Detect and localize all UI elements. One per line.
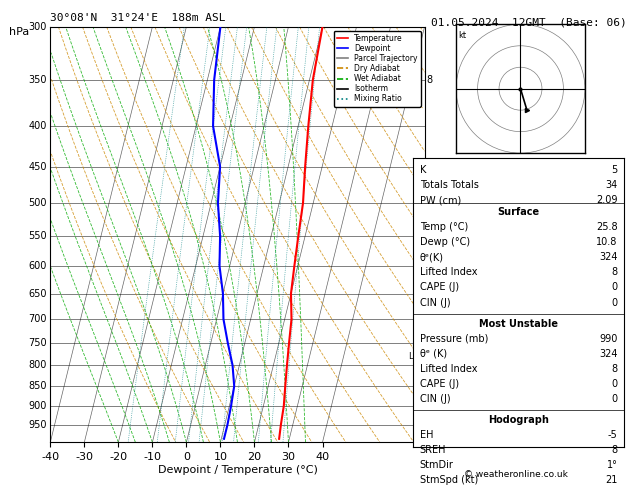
Text: 900: 900: [28, 401, 47, 411]
Text: SREH: SREH: [420, 445, 446, 455]
Text: 01.05.2024  12GMT  (Base: 06): 01.05.2024 12GMT (Base: 06): [431, 17, 626, 27]
Text: 25.8: 25.8: [596, 222, 618, 232]
Text: CIN (J): CIN (J): [420, 297, 450, 308]
Text: 324: 324: [599, 252, 618, 262]
Text: 0: 0: [611, 282, 618, 293]
Text: 10: 10: [229, 449, 238, 454]
Text: StmSpd (kt): StmSpd (kt): [420, 475, 478, 485]
Legend: Temperature, Dewpoint, Parcel Trajectory, Dry Adiabat, Wet Adiabat, Isotherm, Mi: Temperature, Dewpoint, Parcel Trajectory…: [333, 31, 421, 106]
Text: -5: -5: [608, 430, 618, 440]
Text: 2: 2: [155, 449, 159, 454]
Text: CIN (J): CIN (J): [420, 394, 450, 404]
Text: K: K: [420, 165, 426, 175]
Text: 0: 0: [611, 297, 618, 308]
Text: 400: 400: [28, 121, 47, 131]
Text: 800: 800: [28, 360, 47, 370]
Text: 6: 6: [426, 231, 433, 241]
Text: 0: 0: [611, 379, 618, 389]
Text: CAPE (J): CAPE (J): [420, 282, 459, 293]
Text: 450: 450: [28, 162, 47, 172]
Text: 8: 8: [220, 449, 225, 454]
Text: Pressure (mb): Pressure (mb): [420, 333, 488, 344]
Text: 16: 16: [254, 449, 263, 454]
Text: 1°: 1°: [607, 460, 618, 470]
Text: 500: 500: [28, 198, 47, 208]
Text: 1: 1: [426, 419, 433, 430]
Text: 2.09: 2.09: [596, 195, 618, 205]
Text: 5: 5: [426, 289, 433, 298]
Text: θᵉ(K): θᵉ(K): [420, 252, 443, 262]
Text: 3: 3: [426, 381, 433, 391]
Text: 3: 3: [173, 449, 177, 454]
Text: Dewp (°C): Dewp (°C): [420, 237, 470, 247]
Text: 850: 850: [28, 381, 47, 391]
Text: 8: 8: [426, 75, 433, 85]
Text: 700: 700: [28, 314, 47, 324]
Text: Mixing Ratio (g/kg): Mixing Ratio (g/kg): [436, 195, 445, 274]
Text: Totals Totals: Totals Totals: [420, 180, 479, 190]
Text: Lifted Index: Lifted Index: [420, 364, 477, 374]
Text: 550: 550: [28, 231, 47, 241]
Text: 650: 650: [28, 289, 47, 298]
Text: hPa: hPa: [9, 27, 30, 37]
Text: 10.8: 10.8: [596, 237, 618, 247]
Text: Most Unstable: Most Unstable: [479, 318, 558, 329]
Text: 600: 600: [28, 261, 47, 271]
Text: 750: 750: [28, 338, 47, 348]
Text: 30°08'N  31°24'E  188m ASL: 30°08'N 31°24'E 188m ASL: [50, 13, 226, 22]
Text: © weatheronline.co.uk: © weatheronline.co.uk: [464, 469, 568, 479]
Text: CAPE (J): CAPE (J): [420, 379, 459, 389]
Text: 20: 20: [266, 449, 275, 454]
Text: 950: 950: [28, 419, 47, 430]
Text: 300: 300: [28, 22, 47, 32]
Text: 7: 7: [426, 162, 433, 172]
Text: 4: 4: [186, 449, 191, 454]
Text: 25: 25: [279, 449, 287, 454]
X-axis label: Dewpoint / Temperature (°C): Dewpoint / Temperature (°C): [157, 465, 318, 475]
Text: 5: 5: [197, 449, 201, 454]
Text: 8: 8: [611, 445, 618, 455]
Text: 350: 350: [28, 75, 47, 85]
Text: Hodograph: Hodograph: [488, 415, 549, 425]
Text: PW (cm): PW (cm): [420, 195, 461, 205]
Text: 21: 21: [605, 475, 618, 485]
Text: Surface: Surface: [498, 208, 540, 217]
Text: EH: EH: [420, 430, 433, 440]
Text: 8: 8: [611, 364, 618, 374]
Text: θᵉ (K): θᵉ (K): [420, 348, 447, 359]
Text: 0: 0: [611, 394, 618, 404]
Text: Lifted Index: Lifted Index: [420, 267, 477, 278]
Text: 324: 324: [599, 348, 618, 359]
Text: 8: 8: [611, 267, 618, 278]
Text: StmDir: StmDir: [420, 460, 454, 470]
Text: LCL: LCL: [408, 352, 423, 361]
Text: kt: kt: [459, 31, 466, 40]
Text: 1: 1: [126, 449, 130, 454]
Text: 4: 4: [426, 338, 433, 348]
Text: 34: 34: [605, 180, 618, 190]
Text: 990: 990: [599, 333, 618, 344]
Text: Temp (°C): Temp (°C): [420, 222, 468, 232]
Text: 5: 5: [611, 165, 618, 175]
